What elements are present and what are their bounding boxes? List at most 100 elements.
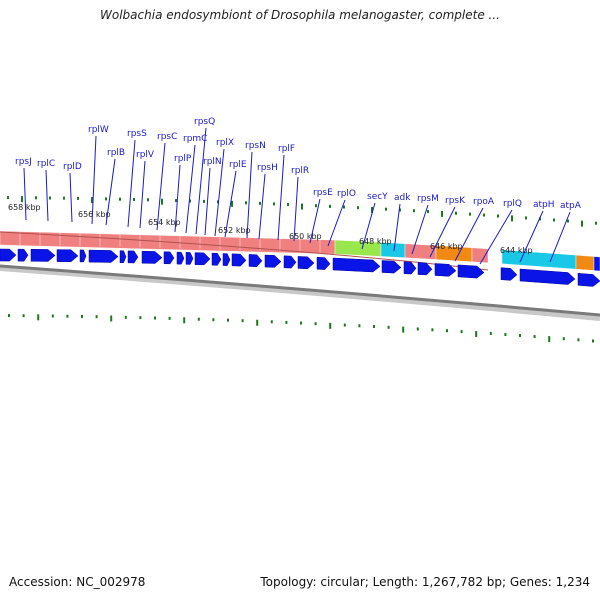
scale-labels: 658 kbp 656 kbp 654 kbp 652 kbp 650 kbp 648 k… xyxy=(8,203,533,255)
feature-band-track xyxy=(0,230,600,272)
scale-label: 656 kbp xyxy=(78,210,111,219)
gene-arrow xyxy=(176,251,185,265)
gene-arrow xyxy=(119,250,127,263)
outer-tick-marks xyxy=(7,196,597,227)
gene-leader-line xyxy=(479,209,513,265)
gene-arrow xyxy=(17,248,29,262)
gene-label[interactable]: rplX xyxy=(216,138,234,148)
gene-label[interactable]: rpsH xyxy=(257,163,278,173)
gene-arrow xyxy=(222,253,231,266)
gene-leader-line xyxy=(156,142,166,231)
gene-arrow xyxy=(297,256,315,270)
gene-label[interactable]: secY xyxy=(367,192,388,202)
gene-label[interactable]: rplV xyxy=(136,150,155,160)
gene-leader-line xyxy=(214,148,225,237)
gene-leader-line xyxy=(195,127,207,235)
gene-arrow xyxy=(185,252,194,265)
blue-band-segment xyxy=(593,256,600,272)
gene-label[interactable]: rpmC xyxy=(183,134,207,144)
gene-label[interactable]: rpsQ xyxy=(194,117,215,127)
scale-label: 652 kbp xyxy=(218,226,251,235)
gene-leader-line xyxy=(429,206,456,258)
topology-label: Topology: circular; Length: 1,267,782 bp… xyxy=(260,575,590,589)
gene-arrow xyxy=(417,262,433,276)
gene-leader-line xyxy=(293,176,299,242)
gene-label[interactable]: rplE xyxy=(229,160,247,170)
band-outline xyxy=(0,231,489,271)
gene-label[interactable]: rplC xyxy=(37,159,55,169)
gene-leader-line xyxy=(204,167,211,236)
gene-leader-line xyxy=(277,154,285,241)
gene-label[interactable]: rplF xyxy=(278,144,295,154)
gene-arrow xyxy=(163,251,175,265)
gene-leader-line xyxy=(91,135,97,225)
map-title: Wolbachia endosymbiont of Drosophila mel… xyxy=(100,8,500,22)
gene-arrow xyxy=(79,249,87,263)
gene-leader-line xyxy=(224,170,237,238)
gene-arrow xyxy=(127,250,139,264)
gene-leader-line xyxy=(361,202,376,250)
gene-arrow xyxy=(231,253,247,267)
gene-leader-line xyxy=(23,167,27,221)
gene-leader-line xyxy=(45,169,49,222)
rna-band-segment xyxy=(471,247,489,264)
gene-leader-line xyxy=(519,210,544,263)
gene-label[interactable]: rpsS xyxy=(127,129,147,139)
gene-label[interactable]: rpsN xyxy=(245,141,266,151)
gene-label[interactable]: rpsC xyxy=(157,132,177,142)
gene-label[interactable]: rpsJ xyxy=(15,157,32,167)
gene-leader-line xyxy=(327,199,346,247)
gene-arrow xyxy=(88,249,119,263)
gene-arrow xyxy=(194,252,211,266)
gene-label[interactable]: rplN xyxy=(203,157,222,167)
gene-arrow xyxy=(211,252,222,266)
scale-label: 654 kbp xyxy=(148,218,181,227)
gene-label[interactable]: rpsM xyxy=(417,194,439,204)
gene-leader-line xyxy=(309,198,321,244)
gene-leader-line xyxy=(454,207,484,262)
gene-label[interactable]: rpsK xyxy=(445,196,466,206)
gene-label[interactable]: rplD xyxy=(63,162,82,172)
gene-arrow xyxy=(56,249,79,263)
gene-label[interactable]: rpsE xyxy=(313,188,333,198)
gene-leader-line xyxy=(185,144,196,234)
gene-arrow xyxy=(141,250,163,264)
orange-band-segment xyxy=(575,254,595,271)
gene-label[interactable]: rplW xyxy=(88,125,109,135)
gene-leader-line xyxy=(258,173,266,240)
gene-label[interactable]: atpH xyxy=(533,200,555,210)
backbone-shadow xyxy=(0,265,600,321)
gene-label[interactable]: rplR xyxy=(291,166,309,176)
gene-arrow xyxy=(316,256,331,270)
gene-leader-line xyxy=(105,158,116,226)
gene-leader-line xyxy=(127,139,136,228)
gene-label[interactable]: rplQ xyxy=(503,199,522,209)
gene-label[interactable]: rplB xyxy=(107,148,125,158)
inner-tick-marks xyxy=(8,314,594,343)
gene-arrow xyxy=(332,257,381,273)
gene-arrow-track xyxy=(0,248,600,287)
gene-arrow xyxy=(577,273,600,287)
scale-label: 650 kbp xyxy=(289,232,322,241)
gene-arrow xyxy=(519,268,576,285)
scale-label: 658 kbp xyxy=(8,203,41,212)
gene-label[interactable]: rplO xyxy=(337,189,356,199)
accession-label: Accession: NC_002978 xyxy=(9,575,146,589)
genome-backbone xyxy=(0,264,600,317)
gene-arrow xyxy=(264,254,282,268)
gene-arrow xyxy=(500,267,518,281)
gene-leader-line xyxy=(393,203,401,252)
gene-arrow xyxy=(283,255,297,269)
gene-leader-line xyxy=(69,172,73,223)
gene-label[interactable]: rpoA xyxy=(473,197,495,207)
gene-label[interactable]: rplP xyxy=(174,154,192,164)
gene-label[interactable]: atpA xyxy=(560,201,582,211)
gene-leader-line xyxy=(174,164,181,233)
gene-arrow xyxy=(457,264,485,279)
gene-arrow xyxy=(403,261,417,275)
gene-arrow xyxy=(434,263,457,277)
gene-label[interactable]: adk xyxy=(394,193,411,203)
gene-arrow xyxy=(30,249,56,262)
